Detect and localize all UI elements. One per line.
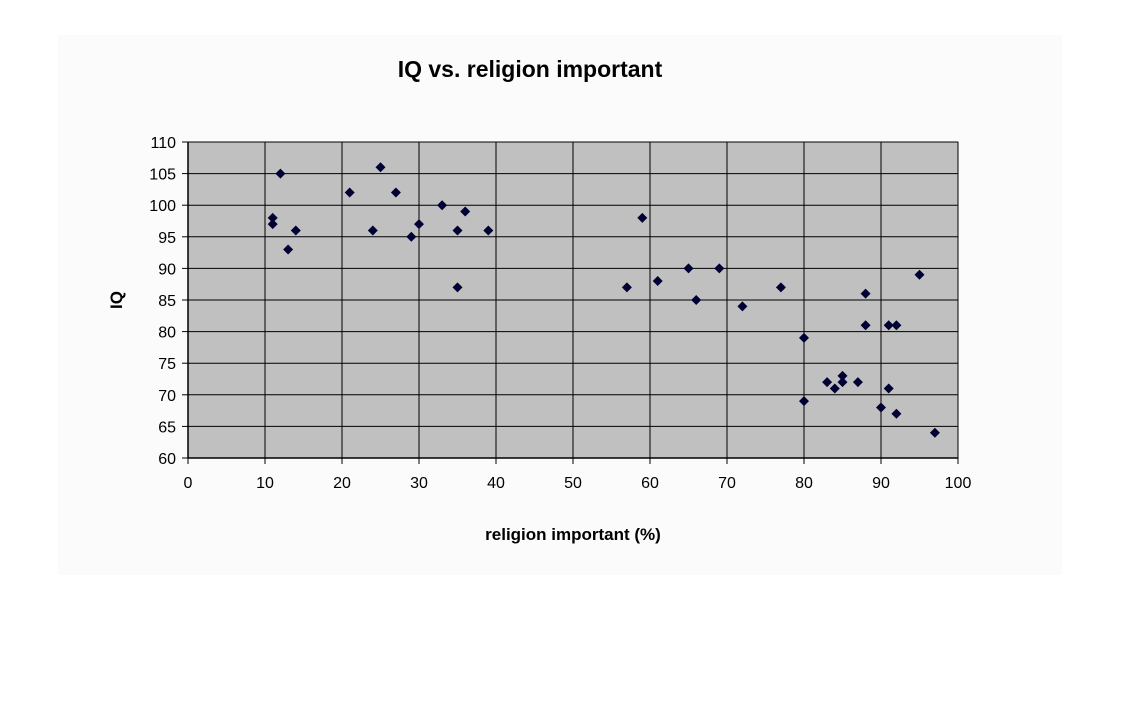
data-point [390, 187, 401, 198]
data-point [267, 219, 278, 230]
data-point [737, 301, 748, 312]
data-point [891, 408, 902, 419]
y-tick-label: 85 [158, 293, 176, 310]
y-tick-label: 75 [158, 356, 176, 373]
data-point [929, 427, 940, 438]
data-point [837, 370, 848, 381]
x-tick-label: 70 [718, 475, 736, 492]
data-point [283, 244, 294, 255]
y-tick-label: 65 [158, 419, 176, 436]
data-point [683, 263, 694, 274]
data-point [860, 288, 871, 299]
x-tick-label: 20 [333, 475, 351, 492]
chart-title: IQ vs. religion important [398, 56, 663, 82]
data-point [691, 295, 702, 305]
y-tick-label: 105 [149, 167, 176, 184]
data-point [483, 225, 494, 236]
data-point [452, 225, 463, 236]
data-point [267, 212, 278, 223]
y-tick-labels: 60 65 70 75 80 85 90 95 100 105 110 [149, 135, 176, 468]
y-axis-title: IQ [107, 291, 126, 309]
data-point [290, 225, 301, 236]
data-point [621, 282, 632, 293]
y-tick-label: 110 [150, 135, 176, 152]
y-tick-label: 80 [158, 325, 176, 342]
data-point [406, 231, 417, 242]
data-point [837, 377, 848, 388]
data-point [799, 396, 809, 407]
x-tick-label: 90 [872, 475, 890, 492]
data-point [652, 276, 663, 287]
data-point [914, 269, 925, 280]
scatter-chart: IQ vs. religion important 0 10 20 30 40 50 60 7… [107, 56, 972, 544]
x-tick-label: 40 [487, 475, 505, 492]
x-tick-label: 60 [641, 475, 659, 492]
x-tick-label: 10 [256, 475, 274, 492]
data-point [452, 282, 463, 293]
data-point [891, 320, 902, 331]
data-point [714, 263, 725, 274]
y-tick-label: 60 [158, 451, 176, 468]
data-point [275, 168, 286, 179]
data-point [822, 377, 833, 388]
data-point [829, 383, 840, 394]
data-point [860, 320, 871, 331]
data-point [775, 282, 786, 293]
x-tick-label: 100 [945, 475, 972, 492]
x-axis-title: religion important (%) [485, 525, 661, 544]
data-point [437, 200, 448, 211]
data-point [883, 383, 894, 394]
data-point [375, 162, 386, 173]
data-point [460, 206, 471, 217]
y-tick-label: 70 [158, 388, 176, 405]
data-point [883, 320, 894, 331]
x-tick-label: 0 [184, 475, 193, 492]
data-points [267, 162, 940, 438]
y-tick-label: 90 [158, 261, 176, 278]
x-tick-label: 80 [795, 475, 813, 492]
data-point [876, 402, 886, 413]
x-tick-label: 50 [564, 475, 582, 492]
data-point [852, 377, 863, 388]
data-point [414, 219, 424, 230]
data-point [637, 212, 648, 223]
data-point [799, 332, 809, 343]
x-tick-labels: 0 10 20 30 40 50 60 70 80 90 100 [184, 475, 972, 492]
axes [182, 141, 959, 464]
x-tick-label: 30 [410, 475, 428, 492]
y-tick-label: 95 [158, 230, 176, 247]
y-tick-label: 100 [149, 198, 176, 215]
chart-area: IQ vs. religion important 0 10 20 30 40 50 60 7… [58, 35, 1062, 575]
data-point [367, 225, 378, 236]
data-point [344, 187, 355, 198]
